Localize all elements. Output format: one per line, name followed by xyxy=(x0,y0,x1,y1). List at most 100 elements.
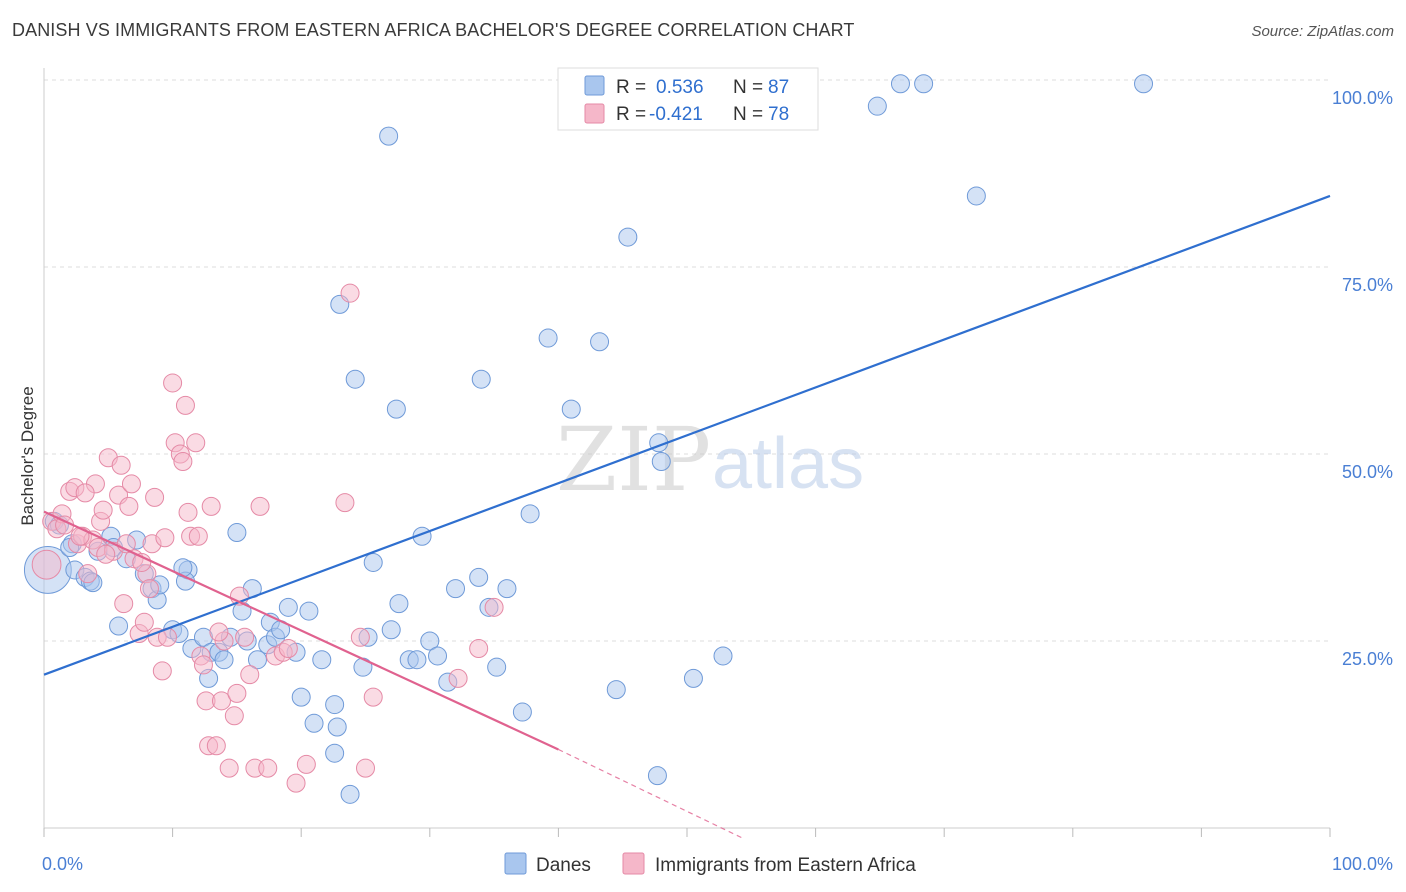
point-immigrants-34 xyxy=(173,451,193,471)
legend-r-label-2: R = xyxy=(616,104,646,125)
point-immigrants-60 xyxy=(335,493,355,513)
point-immigrants-77 xyxy=(145,487,165,507)
trend-line-danes xyxy=(43,194,1331,676)
point-immigrants-20 xyxy=(119,496,139,516)
point-immigrants-72 xyxy=(155,528,175,548)
legend-n-label-2: N = xyxy=(733,104,763,125)
point-immigrants-64 xyxy=(363,687,383,707)
point-immigrants-19 xyxy=(114,594,134,614)
point-danes-31 xyxy=(247,650,267,670)
point-immigrants-59 xyxy=(296,754,316,774)
point-immigrants-76 xyxy=(209,622,229,642)
point-danes-73 xyxy=(538,328,558,348)
point-danes-69 xyxy=(345,369,365,389)
point-danes-67 xyxy=(713,646,733,666)
point-immigrants-75 xyxy=(75,483,95,503)
legend-swatch-immigrants xyxy=(584,103,605,124)
point-immigrants-57 xyxy=(278,638,298,658)
legend-r-value-1: 0.536 xyxy=(656,77,704,98)
point-immigrants-74 xyxy=(193,655,213,675)
point-immigrants-47 xyxy=(224,706,244,726)
y-tick-label-2: 75.0% xyxy=(1342,275,1393,295)
point-immigrants-9 xyxy=(78,564,98,584)
point-danes-81 xyxy=(966,186,986,206)
legend-r-label-1: R = xyxy=(616,77,646,98)
point-immigrants-0 xyxy=(31,549,62,580)
series-immigrants-points xyxy=(31,283,504,793)
point-danes-51 xyxy=(407,650,427,670)
point-immigrants-65 xyxy=(448,668,468,688)
legend-n-value-2: 78 xyxy=(768,104,789,125)
legend-r-value-2: -0.421 xyxy=(649,104,703,125)
point-immigrants-50 xyxy=(235,627,255,647)
tick-layer: 25.0% 50.0% 75.0% 100.0% 0.0% 100.0% xyxy=(42,88,1393,874)
point-danes-60 xyxy=(512,702,532,722)
point-danes-49 xyxy=(389,594,409,614)
point-immigrants-35 xyxy=(175,395,195,415)
point-danes-55 xyxy=(446,579,466,599)
point-danes-53 xyxy=(428,646,448,666)
point-danes-61 xyxy=(520,504,540,524)
trend-line-immigrants xyxy=(43,510,559,751)
legend-n-value-1: 87 xyxy=(768,77,789,98)
grid-layer xyxy=(44,79,1330,642)
point-danes-52 xyxy=(420,631,440,651)
y-tick-label-3: 100.0% xyxy=(1332,88,1393,108)
point-danes-40 xyxy=(304,713,324,733)
series-legend: Danes Immigrants from Eastern Africa xyxy=(504,852,916,876)
point-immigrants-48 xyxy=(227,683,247,703)
point-immigrants-62 xyxy=(350,627,370,647)
y-tick-label-0: 25.0% xyxy=(1342,649,1393,669)
x-tick-label-1: 100.0% xyxy=(1332,854,1393,874)
point-danes-80 xyxy=(914,74,934,94)
point-danes-79 xyxy=(890,74,910,94)
trend-line-immigrants-extension xyxy=(558,748,746,840)
chart-source: Source: ZipAtlas.com xyxy=(1251,23,1394,40)
watermark-zip: ZIP xyxy=(556,408,711,511)
point-immigrants-21 xyxy=(121,474,141,494)
point-danes-82 xyxy=(1134,74,1154,94)
point-danes-59 xyxy=(497,579,517,599)
point-immigrants-14 xyxy=(93,500,113,520)
trend-layer xyxy=(43,194,1331,840)
point-immigrants-43 xyxy=(206,736,226,756)
point-immigrants-73 xyxy=(96,544,116,564)
point-danes-66 xyxy=(683,668,703,688)
point-immigrants-37 xyxy=(186,433,206,453)
point-danes-71 xyxy=(386,399,406,419)
point-danes-75 xyxy=(618,227,638,247)
correlation-legend: R = 0.536 N = 87 R = -0.421 N = 78 xyxy=(557,67,819,131)
bottom-legend-label-immigrants: Immigrants from Eastern Africa xyxy=(655,855,916,876)
point-danes-36 xyxy=(278,597,298,617)
point-immigrants-61 xyxy=(340,283,360,303)
bottom-legend-swatch-danes xyxy=(504,852,527,875)
point-danes-84 xyxy=(325,695,345,715)
point-immigrants-46 xyxy=(219,758,239,778)
legend-swatch-danes xyxy=(584,75,605,96)
point-danes-62 xyxy=(561,399,581,419)
point-immigrants-24 xyxy=(134,612,154,632)
point-danes-25 xyxy=(214,650,234,670)
point-danes-74 xyxy=(590,332,610,352)
point-immigrants-53 xyxy=(250,496,270,516)
point-danes-47 xyxy=(363,552,383,572)
y-tick-label-1: 50.0% xyxy=(1342,462,1393,482)
point-danes-64 xyxy=(647,766,667,786)
point-immigrants-38 xyxy=(188,526,208,546)
point-danes-63 xyxy=(606,680,626,700)
point-immigrants-66 xyxy=(469,638,489,658)
chart-title: DANISH VS IMMIGRANTS FROM EASTERN AFRICA… xyxy=(12,20,855,40)
point-immigrants-67 xyxy=(484,597,504,617)
series-danes-points xyxy=(23,74,1154,804)
point-immigrants-42 xyxy=(201,496,221,516)
point-danes-27 xyxy=(227,523,247,543)
point-danes-12 xyxy=(109,616,129,636)
point-danes-56 xyxy=(469,567,489,587)
point-danes-70 xyxy=(379,126,399,146)
x-tick-label-0: 0.0% xyxy=(42,854,83,874)
point-danes-58 xyxy=(487,657,507,677)
point-danes-65 xyxy=(651,451,671,471)
point-danes-72 xyxy=(471,369,491,389)
point-danes-78 xyxy=(867,96,887,116)
